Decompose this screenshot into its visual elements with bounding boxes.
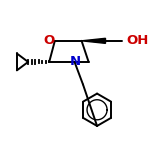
Text: O: O — [43, 34, 54, 47]
Polygon shape — [82, 38, 105, 43]
Text: N: N — [70, 55, 81, 68]
Text: OH: OH — [126, 34, 148, 47]
